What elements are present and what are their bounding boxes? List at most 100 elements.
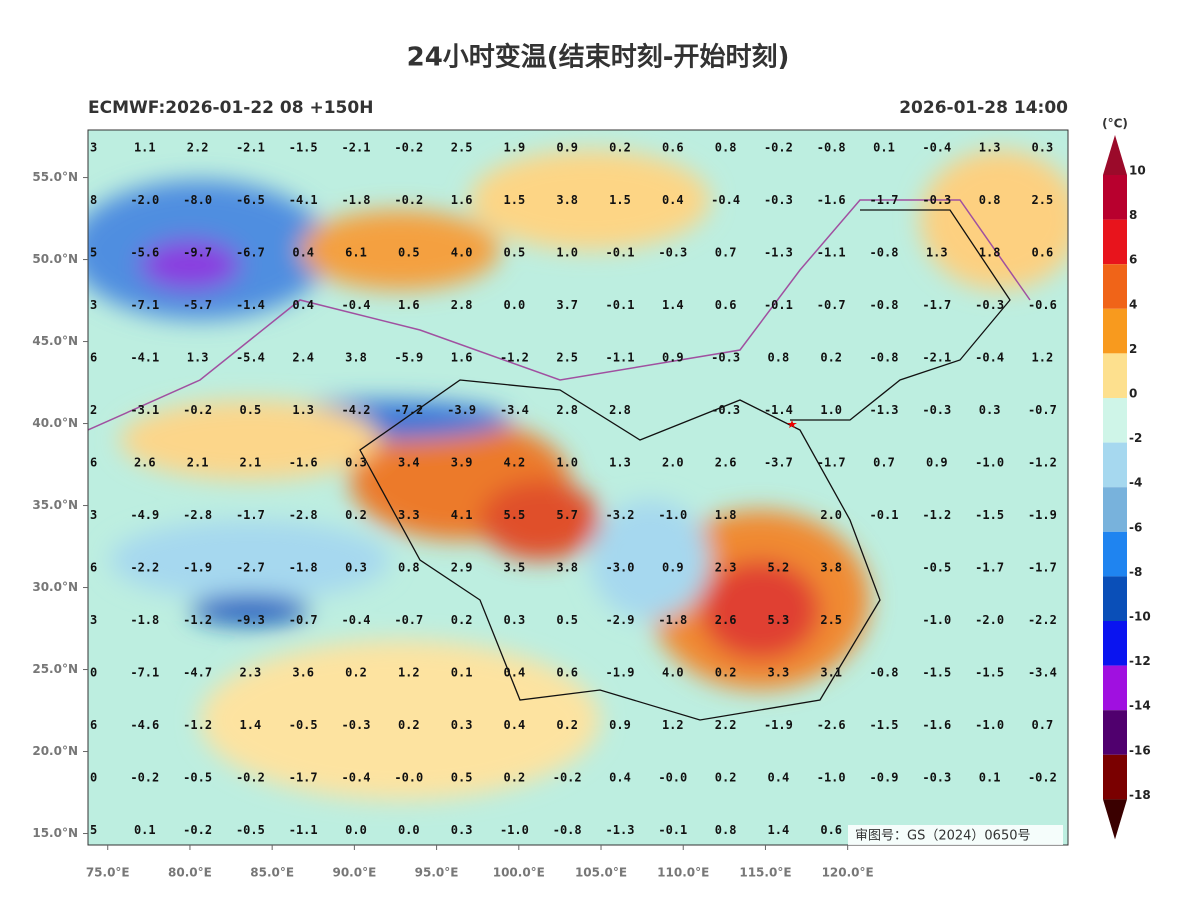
grid-value: 4.1	[451, 508, 473, 522]
grid-value: 0.1	[134, 823, 156, 837]
grid-value: 0.6	[1032, 246, 1054, 260]
grid-value: 2.5	[556, 351, 578, 365]
grid-value: 0.6	[662, 141, 684, 155]
grid-value: -2.1	[342, 141, 371, 155]
grid-value: -1.0	[922, 613, 951, 627]
grid-value: -0.7	[394, 613, 423, 627]
grid-value: 3.1	[820, 666, 842, 680]
grid-value: 2	[90, 403, 97, 417]
grid-value: 2.8	[609, 403, 631, 417]
grid-value: -4.6	[130, 718, 159, 732]
grid-value: 0.5	[240, 403, 262, 417]
grid-value: -0.2	[236, 771, 265, 785]
grid-value: -1.0	[975, 718, 1004, 732]
grid-value: -7.1	[130, 666, 159, 680]
colorbar-label: 0	[1129, 387, 1137, 401]
lon-label: 85.0°E	[250, 866, 294, 880]
grid-value: -7.1	[130, 298, 159, 312]
grid-value: -1.9	[764, 718, 793, 732]
grid-value: 0.1	[979, 771, 1001, 785]
grid-value: -0.0	[394, 771, 423, 785]
grid-value: -1.1	[606, 351, 635, 365]
grid-value: 0.5	[504, 246, 526, 260]
grid-value: -0.5	[289, 718, 318, 732]
grid-value: -0.2	[764, 141, 793, 155]
lon-label: 115.0°E	[739, 866, 791, 880]
grid-value: -1.8	[658, 613, 687, 627]
grid-value: 0.3	[979, 403, 1001, 417]
grid-value: 1.1	[134, 141, 156, 155]
grid-value: 0.0	[504, 298, 526, 312]
grid-value: -1.2	[183, 718, 212, 732]
grid-value: 0.2	[715, 666, 737, 680]
grid-value: 0.6	[556, 666, 578, 680]
grid-value: 0.3	[451, 823, 473, 837]
colorbar-swatch	[1103, 754, 1127, 800]
grid-value: 0.2	[715, 771, 737, 785]
grid-value: -3.4	[500, 403, 529, 417]
grid-value: -3.0	[606, 561, 635, 575]
grid-value: -0.9	[870, 771, 899, 785]
grid-value: 0.5	[451, 771, 473, 785]
lon-label: 120.0°E	[822, 866, 874, 880]
grid-value: -1.9	[606, 666, 635, 680]
grid-value: 2.0	[662, 456, 684, 470]
colorbar-swatch	[1103, 531, 1127, 577]
grid-value: 6.1	[345, 246, 367, 260]
grid-value: 0.4	[662, 193, 684, 207]
grid-value: -5.9	[394, 351, 423, 365]
grid-value: 0.5	[398, 246, 420, 260]
grid-value: 0.4	[504, 666, 526, 680]
grid-value: -1.5	[975, 666, 1004, 680]
grid-value: 3.4	[398, 456, 420, 470]
grid-value: 3.3	[768, 666, 790, 680]
subtitle-right: 2026-01-28 14:00	[899, 98, 1068, 118]
grid-value: 0.9	[609, 718, 631, 732]
colorbar-label: -2	[1129, 431, 1142, 445]
grid-value: -0.7	[289, 613, 318, 627]
colorbar-label: -16	[1129, 743, 1151, 757]
grid-value: 1.0	[556, 456, 578, 470]
colorbar-label: -10	[1129, 610, 1151, 624]
grid-value: 2.0	[820, 508, 842, 522]
grid-value: 2.5	[451, 141, 473, 155]
grid-value: 0.9	[662, 351, 684, 365]
grid-value: 0.2	[556, 718, 578, 732]
grid-value: -1.8	[130, 613, 159, 627]
grid-value: 0.8	[715, 141, 737, 155]
grid-value: 0.7	[873, 456, 895, 470]
grid-value: 1.5	[609, 193, 631, 207]
grid-value: 0.3	[504, 613, 526, 627]
grid-value: 2.8	[556, 403, 578, 417]
grid-value: 0.2	[820, 351, 842, 365]
grid-value: -2.1	[922, 351, 951, 365]
grid-value: 0.7	[715, 246, 737, 260]
grid-value: 2.3	[715, 561, 737, 575]
grid-value: 3	[90, 298, 97, 312]
grid-value: -1.5	[922, 666, 951, 680]
grid-value: -1.7	[236, 508, 265, 522]
grid-value: -0.4	[711, 193, 740, 207]
grid-value: -2.2	[130, 561, 159, 575]
grid-value: -1.9	[183, 561, 212, 575]
grid-value: 0.8	[715, 823, 737, 837]
grid-value: 0	[90, 771, 97, 785]
grid-value: -4.9	[130, 508, 159, 522]
grid-value: -1.7	[870, 193, 899, 207]
grid-value: 3.8	[556, 561, 578, 575]
grid-value: -0.2	[394, 193, 423, 207]
map-frame	[87, 129, 1069, 846]
grid-value: -0.5	[922, 561, 951, 575]
lon-label: 75.0°E	[86, 866, 130, 880]
grid-value: -0.3	[711, 403, 740, 417]
grid-value: -2.7	[236, 561, 265, 575]
field	[88, 130, 1068, 845]
grid-value: 1.4	[240, 718, 262, 732]
colorbar-label: 6	[1129, 253, 1137, 267]
grid-value: -0.1	[764, 298, 793, 312]
grid-value: 2.5	[820, 613, 842, 627]
grid-value: -0.2	[130, 771, 159, 785]
grid-value: -0.8	[817, 141, 846, 155]
grid-value: -1.0	[975, 456, 1004, 470]
